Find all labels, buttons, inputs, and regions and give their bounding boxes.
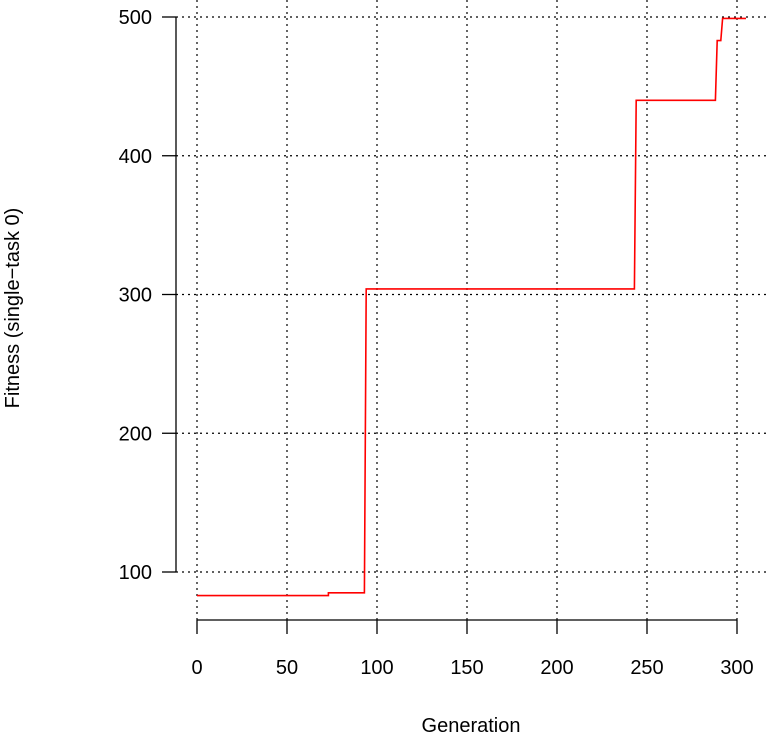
series-layer xyxy=(197,17,746,597)
y-tick-label: 400 xyxy=(119,146,152,168)
x-tick-label: 100 xyxy=(360,657,393,679)
axes: 100 200 300 400 500 0 50 100 150 200 250 300 xyxy=(119,7,754,679)
x-tick-label: 150 xyxy=(450,657,483,679)
x-tick-label: 300 xyxy=(720,657,753,679)
y-axis-label: Fitness (single−task 0) xyxy=(2,208,24,409)
x-tick-label: 200 xyxy=(540,657,573,679)
grid xyxy=(176,0,769,620)
y-tick-label: 100 xyxy=(119,562,152,584)
y-tick-label: 500 xyxy=(119,7,152,29)
x-tick-label: 250 xyxy=(630,657,663,679)
x-tick-label: 50 xyxy=(276,657,298,679)
x-tick-label: 0 xyxy=(191,657,202,679)
y-tick-label: 300 xyxy=(119,285,152,307)
x-axis-label: Generation xyxy=(422,715,521,735)
series-line xyxy=(197,17,746,597)
y-tick-label: 200 xyxy=(119,423,152,445)
